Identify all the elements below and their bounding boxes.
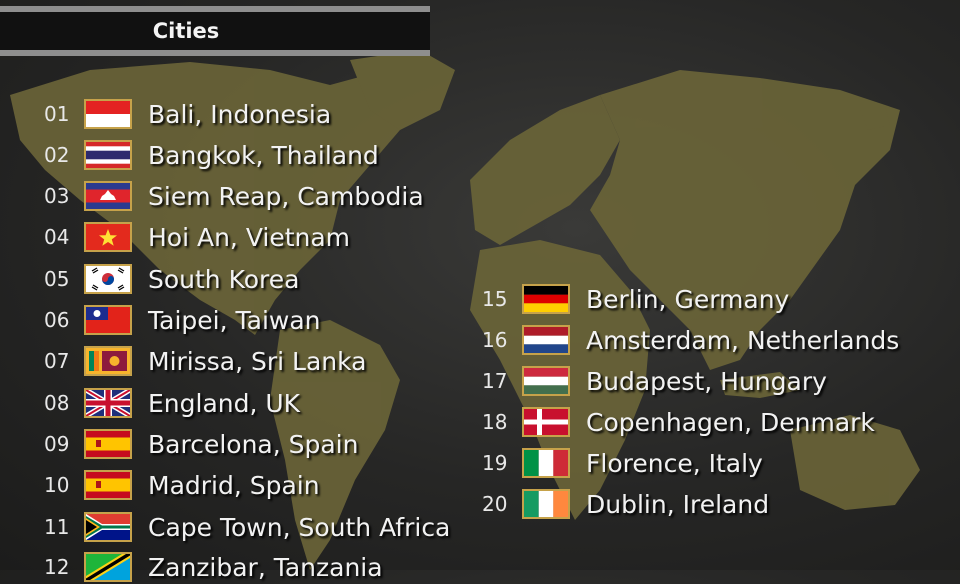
indonesia-islands-shape (720, 372, 800, 398)
city-label: Madrid, Spain (148, 470, 320, 500)
city-label: Barcelona, Spain (148, 429, 359, 459)
asia-shape (590, 70, 900, 370)
europe-shape (470, 95, 620, 245)
item-number: 08 (44, 391, 70, 415)
vietnam-flag-icon (84, 222, 132, 252)
city-label: Siem Reap, Cambodia (148, 181, 424, 211)
list-item: 11 Cape Town, South Africa (44, 510, 450, 544)
item-number: 16 (482, 328, 508, 352)
city-label: Hoi An, Vietnam (148, 222, 351, 252)
item-number: 11 (44, 515, 70, 539)
city-label: England, UK (148, 388, 301, 418)
item-number: 20 (482, 492, 508, 516)
list-item: 01 Bali, Indonesia (44, 97, 331, 131)
item-number: 19 (482, 451, 508, 475)
taiwan-flag-icon (84, 305, 132, 335)
greenland-shape (350, 50, 455, 130)
city-label: Bali, Indonesia (148, 99, 332, 129)
item-number: 04 (44, 225, 70, 249)
list-item: 19 Florence, Italy (482, 446, 763, 480)
city-label: Mirissa, Sri Lanka (148, 346, 367, 376)
list-item: 12 Zanzibar, Tanzania (44, 550, 383, 584)
list-item: 02 Bangkok, Thailand (44, 138, 379, 172)
cambodia-flag-icon (84, 181, 132, 211)
north-america-shape (10, 62, 420, 335)
uk-flag-icon (84, 388, 132, 418)
item-number: 06 (44, 308, 70, 332)
indonesia-flag-icon (84, 99, 132, 129)
australia-shape (790, 415, 920, 510)
header-bottom-bar (0, 50, 430, 56)
italy-flag-icon (522, 448, 570, 478)
list-item: 09 Barcelona, Spain (44, 427, 358, 461)
list-item: 08 England, UK (44, 386, 300, 420)
item-number: 18 (482, 410, 508, 434)
item-number: 09 (44, 432, 70, 456)
list-item: 18 Copenhagen, Denmark (482, 405, 875, 439)
city-label: Budapest, Hungary (586, 366, 827, 396)
city-label: Berlin, Germany (586, 284, 790, 314)
item-number: 02 (44, 143, 70, 167)
south-korea-flag-icon (84, 264, 132, 294)
item-number: 07 (44, 349, 70, 373)
item-number: 01 (44, 102, 70, 126)
thailand-flag-icon (84, 140, 132, 170)
city-label: Copenhagen, Denmark (586, 407, 875, 437)
item-number: 05 (44, 267, 70, 291)
list-item: 05 South Korea (44, 262, 299, 296)
germany-flag-icon (522, 284, 570, 314)
item-number: 12 (44, 555, 70, 579)
hungary-flag-icon (522, 366, 570, 396)
header-band (0, 12, 430, 50)
list-item: 10 Madrid, Spain (44, 468, 320, 502)
netherlands-flag-icon (522, 325, 570, 355)
tanzania-flag-icon (84, 552, 132, 582)
list-item: 20 Dublin, Ireland (482, 487, 769, 521)
city-label: Taipei, Taiwan (148, 305, 321, 335)
list-item: 17 Budapest, Hungary (482, 364, 827, 398)
sri-lanka-flag-icon (84, 346, 132, 376)
list-item: 04 Hoi An, Vietnam (44, 220, 350, 254)
header-top-bar (0, 6, 430, 12)
spain-flag-icon (84, 429, 132, 459)
city-label: Amsterdam, Netherlands (586, 325, 900, 355)
list-item: 15 Berlin, Germany (482, 282, 789, 316)
city-label: Bangkok, Thailand (148, 140, 379, 170)
list-item: 16 Amsterdam, Netherlands (482, 323, 899, 357)
list-item: 07 Mirissa, Sri Lanka (44, 344, 367, 378)
city-label: Cape Town, South Africa (148, 512, 451, 542)
header: Cities (0, 6, 430, 58)
denmark-flag-icon (522, 407, 570, 437)
south-africa-flag-icon (84, 512, 132, 542)
item-number: 03 (44, 184, 70, 208)
list-item: 03 Siem Reap, Cambodia (44, 179, 424, 213)
city-label: Zanzibar, Tanzania (148, 552, 383, 582)
item-number: 15 (482, 287, 508, 311)
ireland-flag-icon (522, 489, 570, 519)
item-number: 17 (482, 369, 508, 393)
list-item: 06 Taipei, Taiwan (44, 303, 321, 337)
city-label: Florence, Italy (586, 448, 763, 478)
city-label: Dublin, Ireland (586, 489, 770, 519)
header-title: Cities (152, 19, 220, 43)
south-america-shape (270, 320, 400, 570)
item-number: 10 (44, 473, 70, 497)
spain-flag-icon (84, 470, 132, 500)
city-label: South Korea (148, 264, 300, 294)
